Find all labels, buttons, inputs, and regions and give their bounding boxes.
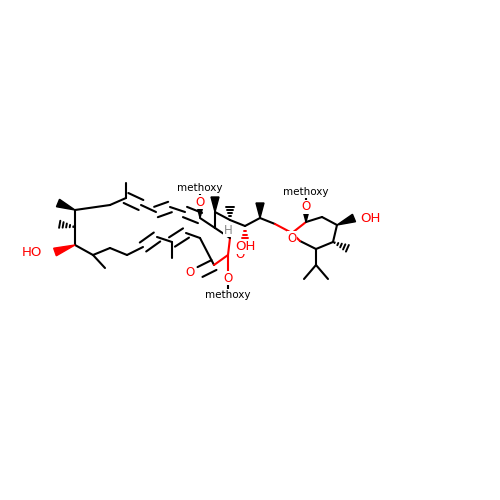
Polygon shape (337, 214, 355, 225)
Text: methoxy: methoxy (206, 290, 251, 300)
Polygon shape (54, 245, 75, 256)
Text: O: O (235, 248, 244, 260)
Text: O: O (224, 272, 232, 284)
Text: methoxy: methoxy (283, 187, 329, 197)
Polygon shape (302, 207, 310, 222)
Text: O: O (302, 200, 310, 213)
Text: O: O (288, 232, 296, 244)
Text: OH: OH (360, 212, 380, 224)
Text: O: O (196, 196, 204, 208)
Polygon shape (196, 202, 204, 218)
Polygon shape (256, 203, 264, 218)
Text: H: H (224, 224, 233, 236)
Text: OH: OH (235, 240, 255, 254)
Polygon shape (211, 197, 219, 212)
Text: O: O (186, 266, 195, 278)
Polygon shape (56, 200, 75, 210)
Text: methoxy: methoxy (177, 183, 223, 193)
Text: HO: HO (22, 246, 42, 258)
